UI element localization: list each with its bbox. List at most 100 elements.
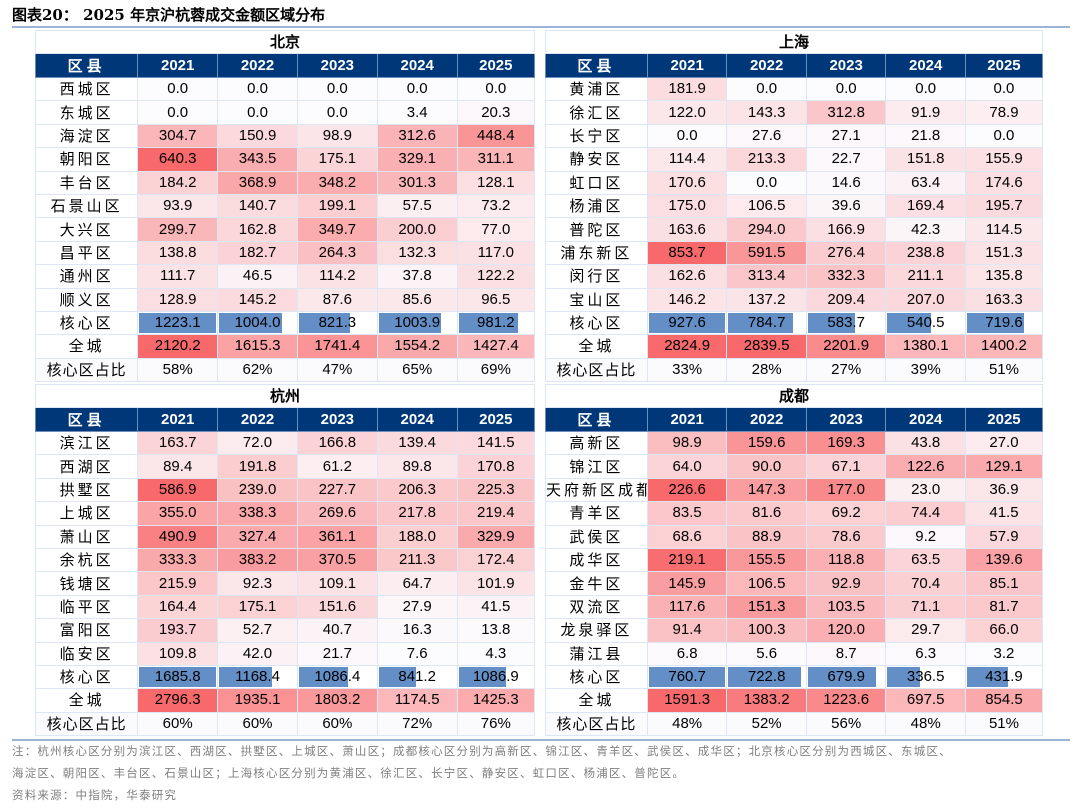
value-cell: 4.3: [456, 641, 536, 666]
value-cell: 70.4: [885, 571, 966, 596]
district-name: 海淀区: [34, 123, 139, 149]
value-cell: 199.1: [296, 193, 378, 219]
value-cell: 23.0: [885, 477, 966, 503]
value-cell: 137.2: [726, 287, 807, 312]
value-cell: 213.3: [726, 147, 807, 172]
district-table: 成都 区县 2021 2022 2023 2024 2025 高新区 98.9 159.6 169.…: [545, 384, 1044, 737]
value-cell: 27.0: [964, 430, 1044, 456]
share-label: 核心区占比: [545, 357, 648, 383]
value-cell: 163.3: [964, 287, 1044, 312]
district-name: 徐汇区: [545, 100, 648, 125]
total-value-cell: 1380.1: [885, 334, 966, 359]
core-value-cell: 841.2: [376, 664, 458, 690]
total-value-cell: 1803.2: [296, 688, 378, 713]
value-cell: 217.8: [376, 501, 458, 526]
value-cell: 348.2: [296, 170, 378, 195]
core-value-cell: 1086.4: [296, 664, 378, 690]
value-cell: 188.0: [376, 524, 458, 549]
table-row: 余杭区 333.3 383.2 370.5 211.3 172.4: [34, 547, 536, 573]
value-cell: 586.9: [137, 477, 219, 503]
value-cell: 195.7: [964, 193, 1044, 219]
databar: [648, 312, 726, 334]
value-cell: 109.1: [296, 571, 378, 596]
core-row: 核心区 1685.8 1168.4 1086.4 841.2 1086.9: [34, 664, 536, 690]
value-cell: 57.5: [376, 193, 458, 219]
district-name: 天府新区成都: [545, 477, 648, 503]
core-value: 821.3: [318, 314, 357, 332]
total-row: 全城 2120.2 1615.3 1741.4 1554.2 1427.4: [34, 334, 536, 359]
header-row: 区县 2021 2022 2023 2024 2025: [545, 407, 1044, 432]
core-value-cell: 679.9: [805, 664, 887, 690]
value-cell: 145.2: [217, 287, 298, 312]
district-name: 余杭区: [34, 547, 139, 573]
value-cell: 155.5: [726, 547, 807, 573]
table-row: 闵行区 162.6 313.4 332.3 211.1 135.8: [545, 264, 1044, 289]
value-cell: 147.3: [726, 477, 807, 503]
value-cell: 27.1: [805, 123, 887, 149]
share-value-cell: 48%: [885, 711, 966, 737]
column-header-year: 2024: [885, 53, 966, 78]
total-label: 全城: [545, 334, 648, 359]
table-row: 临平区 164.4 175.1 151.6 27.9 41.5: [34, 594, 536, 620]
core-value: 583.7: [827, 314, 865, 332]
core-value-cell: 1685.8: [137, 664, 219, 690]
value-cell: 349.7: [296, 217, 378, 242]
district-name: 朝阳区: [34, 147, 139, 172]
value-cell: 215.9: [137, 571, 219, 596]
value-cell: 69.2: [805, 501, 887, 526]
core-value: 1004.0: [234, 314, 281, 332]
value-cell: 312.8: [805, 100, 887, 125]
column-header-year: 2024: [885, 407, 966, 432]
table-row: 萧山区 490.9 327.4 361.1 188.0 329.9: [34, 524, 536, 549]
value-cell: 29.7: [885, 618, 966, 643]
table-row: 高新区 98.9 159.6 169.3 43.8 27.0: [545, 430, 1044, 456]
header-row: 区县 2021 2022 2023 2024 2025: [34, 407, 536, 432]
core-value: 719.6: [985, 314, 1023, 332]
value-cell: 0.0: [964, 123, 1044, 149]
total-row: 全城 2824.9 2839.5 2201.9 1380.1 1400.2: [545, 334, 1044, 359]
value-cell: 207.0: [885, 287, 966, 312]
core-value: 927.6: [668, 314, 706, 332]
value-cell: 169.4: [885, 193, 966, 219]
value-cell: 3.2: [964, 641, 1044, 666]
value-cell: 135.8: [964, 264, 1044, 289]
table-row: 虹口区 170.6 0.0 14.6 63.4 174.6: [545, 170, 1044, 195]
share-value-cell: 27%: [805, 357, 887, 383]
share-value-cell: 76%: [456, 711, 536, 737]
databar: [139, 666, 217, 688]
value-cell: 46.5: [217, 264, 298, 289]
value-cell: 0.0: [376, 76, 458, 102]
value-cell: 150.9: [217, 123, 298, 149]
value-cell: 311.1: [456, 147, 536, 172]
value-cell: 83.5: [646, 501, 728, 526]
share-row: 核心区占比 58% 62% 47% 65% 69%: [34, 357, 536, 383]
city-title-row: 上海: [545, 30, 1043, 54]
core-value-cell: 821.3: [296, 310, 378, 336]
value-cell: 96.5: [456, 287, 536, 312]
column-header-year: 2021: [137, 407, 219, 432]
value-cell: 106.5: [726, 193, 807, 219]
value-cell: 155.9: [964, 147, 1044, 172]
core-value: 760.7: [668, 668, 706, 686]
value-cell: 301.3: [376, 170, 458, 195]
core-value-cell: 1086.9: [456, 664, 536, 690]
value-cell: 338.3: [217, 501, 298, 526]
value-cell: 68.6: [646, 524, 728, 549]
value-cell: 64.7: [376, 571, 458, 596]
share-label: 核心区占比: [34, 357, 139, 383]
value-cell: 114.5: [964, 217, 1044, 242]
table-row: 金牛区 145.9 106.5 92.9 70.4 85.1: [545, 571, 1044, 596]
value-cell: 114.2: [296, 264, 378, 289]
value-cell: 162.6: [646, 264, 728, 289]
value-cell: 329.1: [376, 147, 458, 172]
column-header-year: 2021: [646, 53, 728, 78]
column-header-year: 2025: [456, 53, 536, 78]
core-value: 431.9: [985, 668, 1023, 686]
district-name: 石景山区: [34, 193, 139, 219]
value-cell: 85.6: [376, 287, 458, 312]
value-cell: 114.4: [646, 147, 728, 172]
district-name: 富阳区: [34, 618, 139, 643]
core-value: 1223.1: [154, 314, 201, 332]
value-cell: 640.3: [137, 147, 219, 172]
value-cell: 225.3: [456, 477, 536, 503]
